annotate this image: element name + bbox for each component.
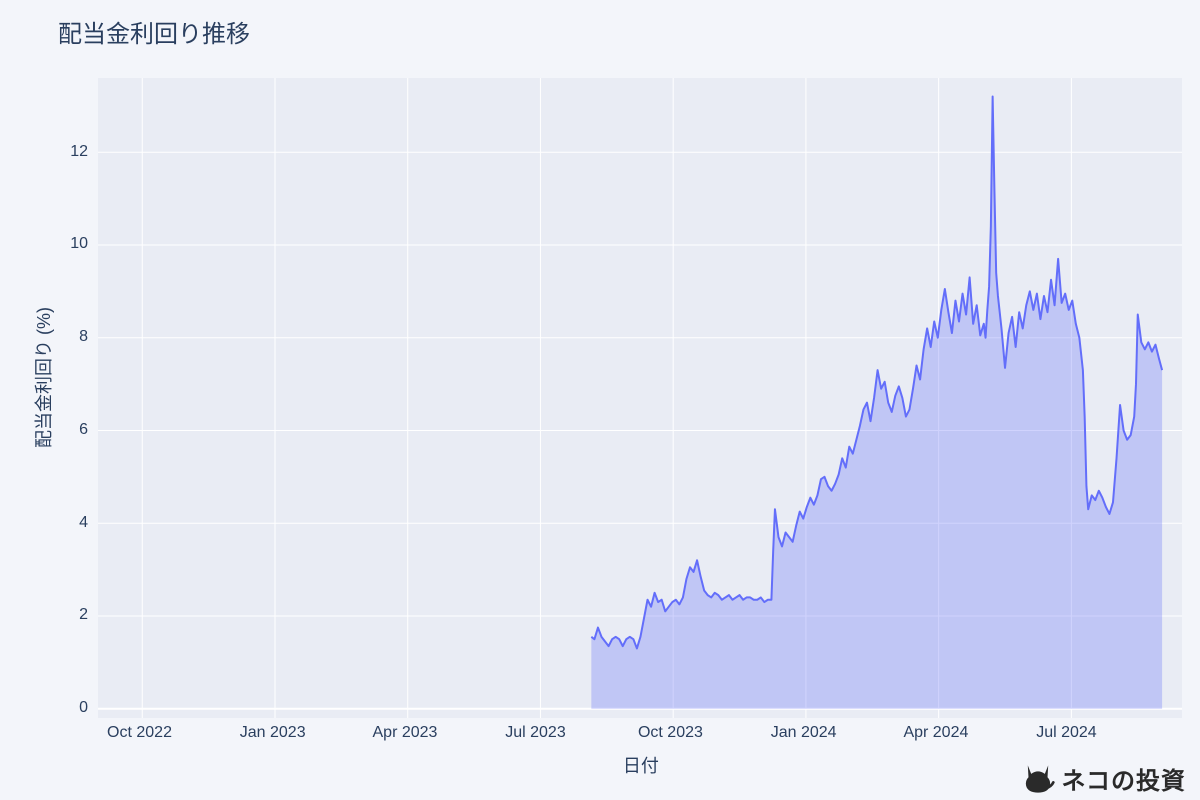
watermark-text: ネコの投資	[1061, 761, 1186, 796]
x-tick-label: Apr 2024	[903, 724, 968, 742]
y-tick-label: 10	[70, 235, 88, 253]
x-tick-label: Apr 2023	[373, 724, 438, 742]
y-tick-label: 8	[79, 328, 88, 346]
y-tick-label: 12	[70, 143, 88, 161]
y-tick-label: 2	[79, 606, 88, 624]
chart-plot	[0, 0, 1200, 800]
watermark: ネコの投資	[1021, 761, 1186, 796]
x-tick-label: Jan 2023	[240, 724, 306, 742]
x-tick-label: Oct 2023	[638, 724, 703, 742]
x-tick-label: Jul 2024	[1036, 724, 1097, 742]
x-tick-label: Jan 2024	[771, 724, 837, 742]
x-axis-title: 日付	[623, 752, 659, 778]
y-axis-title: 配当金利回り (%)	[30, 307, 56, 448]
y-tick-label: 4	[79, 514, 88, 532]
chart-container: 配当金利回り推移 配当金利回り (%) 日付 ネコの投資 0 2 4 6 8 10 12 Oc…	[0, 0, 1200, 800]
y-tick-label: 0	[79, 699, 88, 717]
y-tick-label: 6	[79, 421, 88, 439]
x-tick-label: Jul 2023	[505, 724, 566, 742]
cat-icon	[1021, 762, 1055, 796]
chart-title: 配当金利回り推移	[58, 14, 250, 49]
x-tick-label: Oct 2022	[107, 724, 172, 742]
